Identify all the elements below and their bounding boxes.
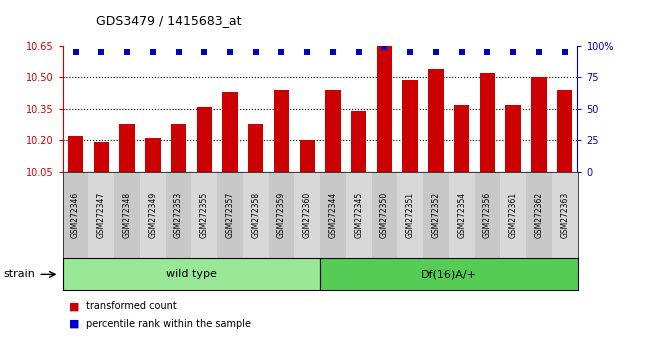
Bar	[68, 136, 83, 172]
Text: Df(16)A/+: Df(16)A/+	[421, 269, 477, 279]
Text: GSM272347: GSM272347	[97, 192, 106, 238]
Text: GSM272363: GSM272363	[560, 192, 569, 238]
Bar	[325, 90, 341, 172]
Text: GSM272360: GSM272360	[303, 192, 312, 238]
Text: GDS3479 / 1415683_at: GDS3479 / 1415683_at	[96, 14, 241, 27]
Bar	[351, 111, 366, 172]
Text: GSM272356: GSM272356	[483, 192, 492, 238]
Bar	[557, 90, 572, 172]
Text: GSM272349: GSM272349	[148, 192, 157, 238]
Text: GSM272358: GSM272358	[251, 192, 260, 238]
Bar	[248, 124, 263, 172]
Bar	[531, 78, 546, 172]
Text: GSM272352: GSM272352	[432, 192, 440, 238]
Text: ■: ■	[69, 301, 80, 311]
Text: GSM272361: GSM272361	[509, 192, 517, 238]
Text: strain: strain	[3, 269, 35, 279]
Bar	[480, 73, 495, 172]
Text: GSM272345: GSM272345	[354, 192, 363, 238]
Text: GSM272346: GSM272346	[71, 192, 80, 238]
Text: wild type: wild type	[166, 269, 217, 279]
Bar	[300, 140, 315, 172]
Bar	[428, 69, 444, 172]
Bar	[94, 142, 109, 172]
Text: GSM272362: GSM272362	[535, 192, 543, 238]
Text: GSM272355: GSM272355	[200, 192, 209, 238]
Text: GSM272354: GSM272354	[457, 192, 466, 238]
Bar	[145, 138, 160, 172]
Bar	[506, 105, 521, 172]
Bar	[403, 80, 418, 172]
Text: GSM272357: GSM272357	[226, 192, 234, 238]
Bar	[171, 124, 186, 172]
Text: ■: ■	[69, 319, 80, 329]
Text: GSM272353: GSM272353	[174, 192, 183, 238]
Bar	[377, 46, 392, 172]
Text: GSM272359: GSM272359	[277, 192, 286, 238]
Text: GSM272344: GSM272344	[329, 192, 337, 238]
Text: GSM272348: GSM272348	[123, 192, 131, 238]
Text: transformed count: transformed count	[86, 301, 177, 311]
Bar	[274, 90, 289, 172]
Text: GSM272350: GSM272350	[380, 192, 389, 238]
Text: percentile rank within the sample: percentile rank within the sample	[86, 319, 251, 329]
Bar	[119, 124, 135, 172]
Text: GSM272351: GSM272351	[406, 192, 414, 238]
Bar	[197, 107, 212, 172]
Bar	[222, 92, 238, 172]
Bar	[454, 105, 469, 172]
